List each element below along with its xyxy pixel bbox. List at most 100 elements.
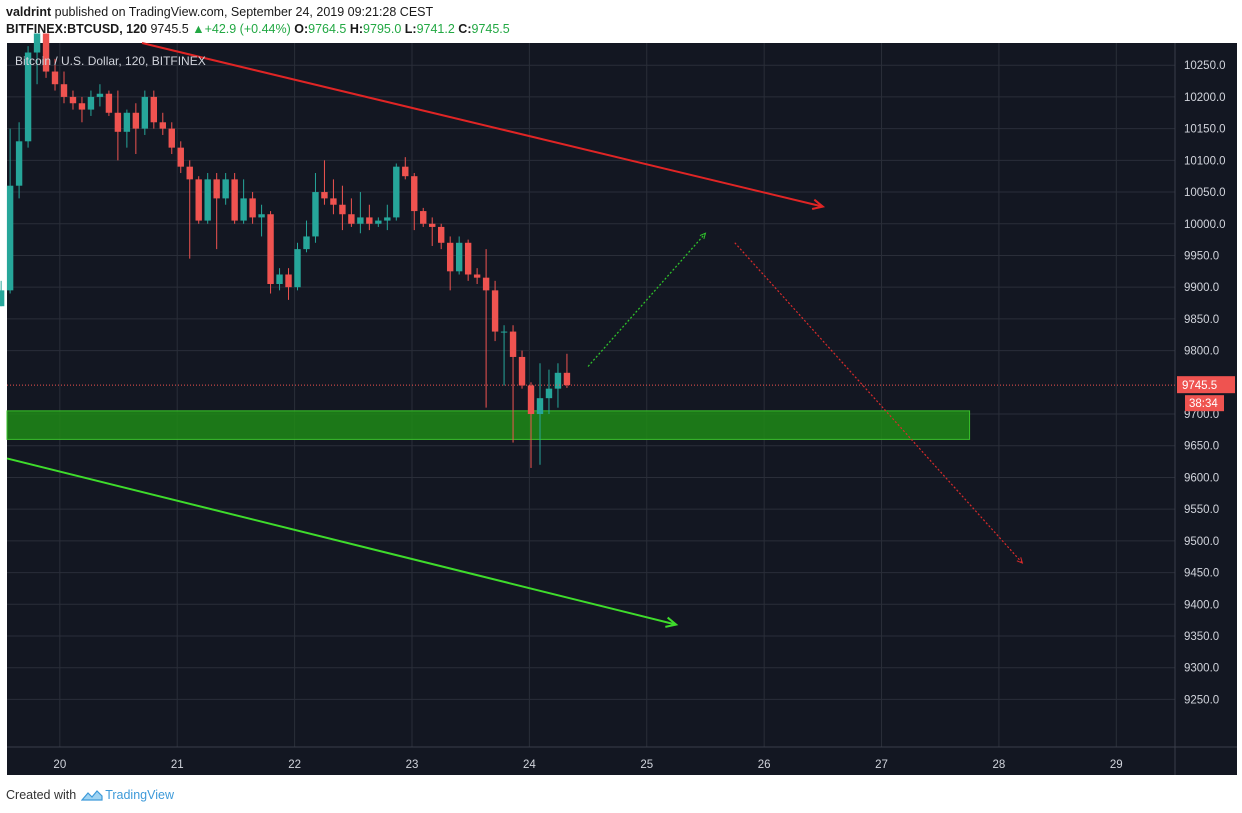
tradingview-brand[interactable]: TradingView — [105, 788, 174, 802]
time-tick-label: 27 — [875, 759, 888, 771]
projection-path[interactable] — [587, 232, 706, 367]
price-tick-label: 9450.0 — [1184, 568, 1219, 580]
price-tick-label: 9650.0 — [1184, 441, 1219, 453]
price-tick-label: 9850.0 — [1184, 314, 1219, 326]
time-tick-label: 21 — [171, 759, 184, 771]
candle-body — [42, 33, 50, 72]
series-legend: Bitcoin / U.S. Dollar, 120, BITFINEX — [15, 54, 206, 68]
candle-body — [231, 179, 238, 221]
price-tick-label: 10200.0 — [1184, 92, 1226, 104]
price-tick-label: 9500.0 — [1184, 536, 1219, 548]
price-tick-label: 10050.0 — [1184, 187, 1226, 199]
candle-body — [51, 71, 59, 85]
candle-body — [177, 147, 184, 167]
candle-body — [168, 128, 175, 148]
candle-body — [276, 274, 283, 285]
last-price-tag-bg — [1177, 376, 1235, 394]
price-tick-label: 10000.0 — [1184, 219, 1226, 231]
axes: 10250.0 10200.0 10150.0 10100.0 10050.0 10000… — [7, 43, 1237, 775]
quote-line: BITFINEX:BTCUSD, 120 9745.5 ▲+42.9 (+0.4… — [6, 22, 510, 36]
close-label: C: — [458, 22, 472, 36]
candle-body — [321, 192, 328, 199]
candle-body — [132, 112, 140, 129]
candle-body — [411, 176, 418, 212]
price-tick-label: 10100.0 — [1184, 155, 1226, 167]
support-zone[interactable] — [6, 410, 971, 440]
candle-body — [429, 223, 436, 227]
time-tick-label: 24 — [523, 759, 536, 771]
candle-body — [123, 112, 131, 132]
candle-body — [384, 217, 391, 221]
price-tick-label: 9800.0 — [1184, 346, 1219, 358]
candle-body — [294, 249, 301, 288]
symbol-label: BITFINEX:BTCUSD, 120 — [6, 22, 147, 36]
candle-body — [6, 185, 14, 291]
candle-body — [240, 198, 247, 221]
trendline-arrow[interactable] — [6, 457, 677, 626]
candle-body — [150, 96, 158, 123]
candle-body — [60, 84, 68, 97]
candle-body — [0, 290, 5, 307]
candle-body — [563, 372, 571, 386]
candle-body — [393, 166, 400, 218]
time-tick-label: 22 — [288, 759, 301, 771]
candle-body — [473, 274, 481, 278]
open-label: O: — [294, 22, 309, 36]
trendlines[interactable] — [6, 42, 1024, 628]
countdown-tag-bg — [1185, 395, 1224, 412]
low-value: 9741.2 — [416, 22, 455, 36]
chart-grid — [7, 43, 1175, 747]
time-tick-label: 26 — [758, 759, 771, 771]
time-tick-label: 28 — [993, 759, 1006, 771]
candle-body — [420, 211, 427, 224]
candle-body — [267, 214, 274, 285]
candle-body — [464, 242, 472, 275]
candle-body — [545, 388, 553, 399]
candle-body — [375, 220, 382, 224]
price-tick-label: 10150.0 — [1184, 124, 1226, 136]
time-tick-label: 20 — [53, 759, 66, 771]
candle-body — [509, 331, 517, 357]
trendline-arrow[interactable] — [141, 42, 824, 208]
candle-body — [213, 179, 220, 199]
price-tick-label: 9900.0 — [1184, 282, 1219, 294]
low-label: L: — [404, 22, 417, 36]
tradingview-logo-icon — [80, 788, 103, 802]
price-tick-label: 10250.0 — [1184, 60, 1226, 72]
candle-body — [159, 122, 166, 129]
close-value: 9745.5 — [471, 22, 510, 36]
candle-body — [348, 214, 355, 224]
price-tick-label: 9600.0 — [1184, 472, 1219, 484]
support-zone-rect[interactable] — [6, 410, 971, 440]
chart-background — [7, 43, 1237, 775]
candle-body — [303, 236, 310, 250]
candle-body — [491, 290, 499, 332]
price-tick-label: 9350.0 — [1184, 631, 1219, 643]
time-tick-label: 29 — [1110, 759, 1123, 771]
price-tick-label: 9300.0 — [1184, 663, 1219, 675]
candle-body — [78, 103, 86, 110]
open-value: 9764.5 — [308, 22, 347, 36]
author-name[interactable]: valdrint — [6, 5, 52, 19]
candle-body — [446, 242, 454, 272]
arrow-head — [811, 198, 826, 210]
candle-body — [204, 179, 211, 221]
price-tick-label: 9700.0 — [1184, 409, 1219, 421]
candles — [0, 33, 571, 468]
published-text: published on TradingView.com, September … — [54, 5, 434, 19]
candle-body — [312, 192, 319, 237]
price-tick-label: 9400.0 — [1184, 599, 1219, 611]
candle-body — [195, 179, 202, 221]
candle-body — [536, 398, 544, 415]
candle-body — [87, 96, 95, 110]
candle-body — [114, 112, 122, 132]
candle-body — [357, 217, 364, 224]
time-tick-label: 25 — [640, 759, 653, 771]
candle-body — [141, 96, 149, 129]
high-value: 9795.0 — [363, 22, 402, 36]
last-price-text: 9745.5 — [150, 22, 189, 36]
candle-body — [258, 214, 265, 218]
arrow-head — [665, 616, 679, 628]
candle-body — [518, 356, 526, 386]
